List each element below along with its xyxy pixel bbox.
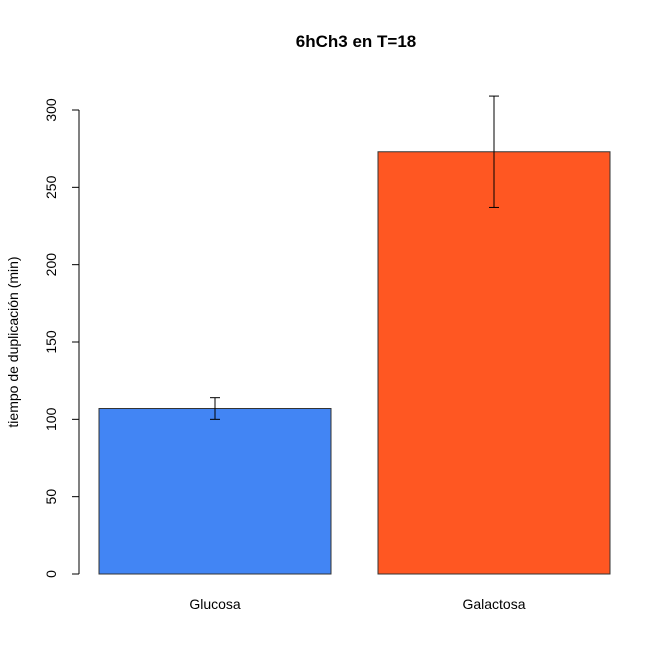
bar-glucosa [98,408,332,575]
y-tick-label-150: 150 [43,330,59,354]
y-axis: 0 50 100 150 200 250 300 [43,98,80,578]
y-tick-label-0: 0 [43,570,59,578]
chart-title: 6hCh3 en T=18 [296,32,416,51]
x-tick-label-galactosa: Galactosa [462,596,525,612]
y-tick-label-50: 50 [43,489,59,505]
y-tick-label-200: 200 [43,253,59,277]
bar-galactosa [377,151,611,575]
x-tick-label-glucosa: Glucosa [189,596,241,612]
y-axis-label: tiempo de duplicación (min) [5,256,21,427]
y-tick-label-250: 250 [43,175,59,199]
bars [98,95,611,575]
x-axis-labels: Glucosa Galactosa [189,596,525,612]
y-tick-label-100: 100 [43,407,59,431]
y-tick-label-300: 300 [43,98,59,122]
